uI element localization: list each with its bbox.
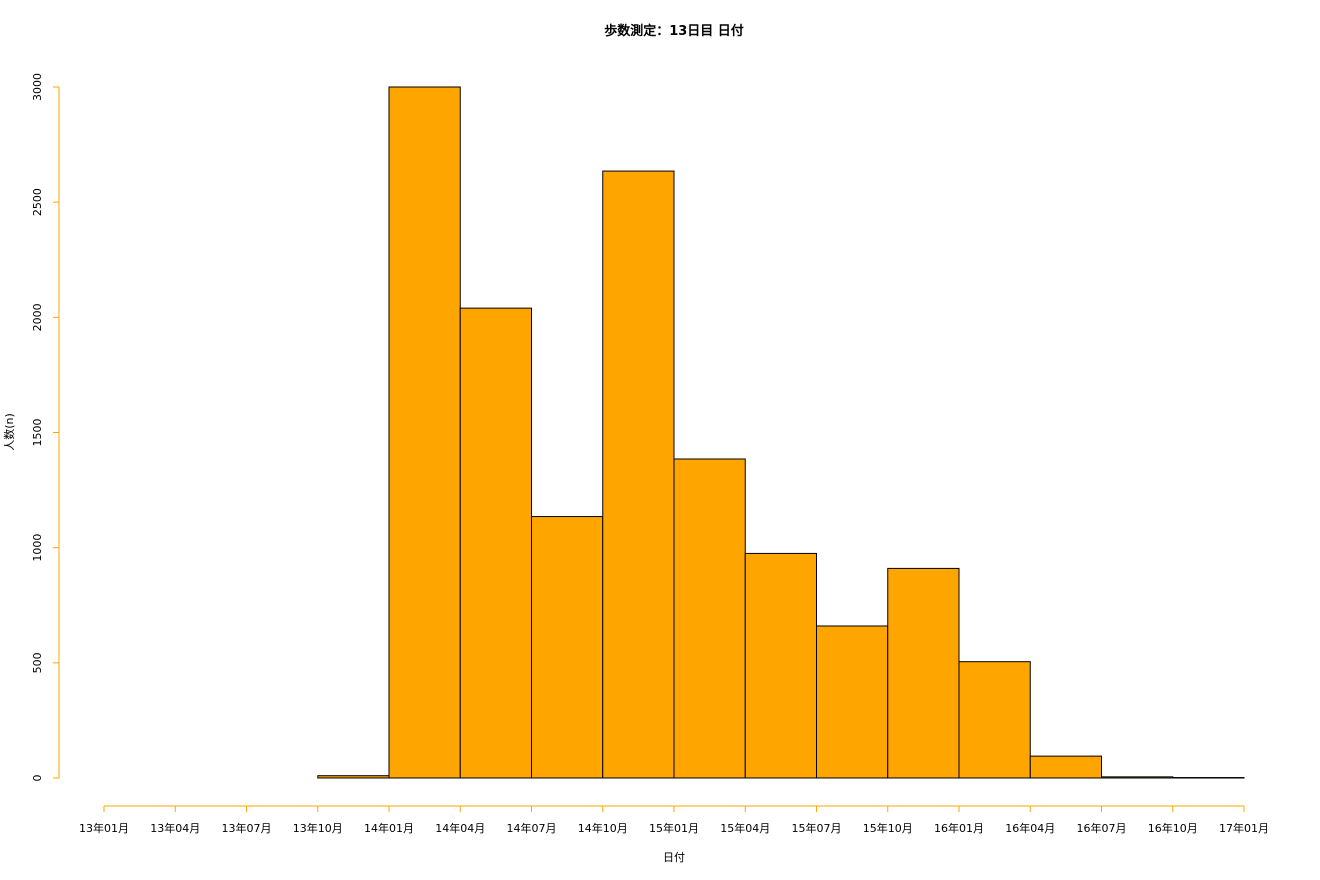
x-axis: 13年01月 13年04月 13年07月 13年10月 14年01月 14年04月 14年0… <box>79 805 1269 835</box>
y-tick-label: 0 <box>31 775 44 782</box>
x-tick-label: 13年01月 <box>79 821 129 835</box>
histogram-bar <box>602 170 675 779</box>
histogram-bar <box>887 567 960 779</box>
histogram-bar <box>531 516 604 779</box>
histogram-bar <box>317 775 390 779</box>
histogram-bar <box>958 661 1031 779</box>
x-tick-label: 15年04月 <box>720 821 770 835</box>
y-axis: 0 500 1000 1500 2000 2500 3000 <box>31 73 60 782</box>
x-tick-label: 17年01月 <box>1219 821 1269 835</box>
y-tick-label: 3000 <box>31 73 44 101</box>
x-tick-label: 16年07月 <box>1077 821 1127 835</box>
histogram-bar <box>388 86 461 779</box>
x-tick-label: 14年04月 <box>435 821 485 835</box>
x-tick-label: 15年07月 <box>792 821 842 835</box>
x-tick-label: 14年10月 <box>578 821 628 835</box>
y-tick-label: 2500 <box>31 188 44 216</box>
histogram-bar <box>673 458 746 779</box>
y-tick-label: 500 <box>31 652 44 673</box>
histogram-bar <box>744 552 817 779</box>
x-axis-label: 日付 <box>663 851 685 864</box>
chart-title: 歩数測定：13日目 日付 <box>604 23 744 39</box>
x-tick-label: 15年01月 <box>649 821 699 835</box>
x-tick-label: 14年07月 <box>507 821 557 835</box>
histogram-bar <box>459 307 532 779</box>
bars-group <box>317 86 1245 779</box>
y-tick-label: 1500 <box>31 419 44 447</box>
histogram-bar <box>1101 776 1174 779</box>
x-tick-label: 14年01月 <box>364 821 414 835</box>
x-tick-label: 13年04月 <box>150 821 200 835</box>
x-tick-label: 16年04月 <box>1005 821 1055 835</box>
y-tick-label: 1000 <box>31 534 44 562</box>
y-tick-label: 2000 <box>31 303 44 331</box>
histogram-bar <box>1029 755 1102 779</box>
x-tick-label: 13年07月 <box>222 821 272 835</box>
histogram-bar <box>816 625 889 779</box>
x-tick-label: 13年10月 <box>293 821 343 835</box>
x-tick-label: 16年10月 <box>1148 821 1198 835</box>
x-tick-label: 16年01月 <box>934 821 984 835</box>
x-tick-label: 15年10月 <box>863 821 913 835</box>
y-axis-label: 人数(n) <box>3 413 16 451</box>
